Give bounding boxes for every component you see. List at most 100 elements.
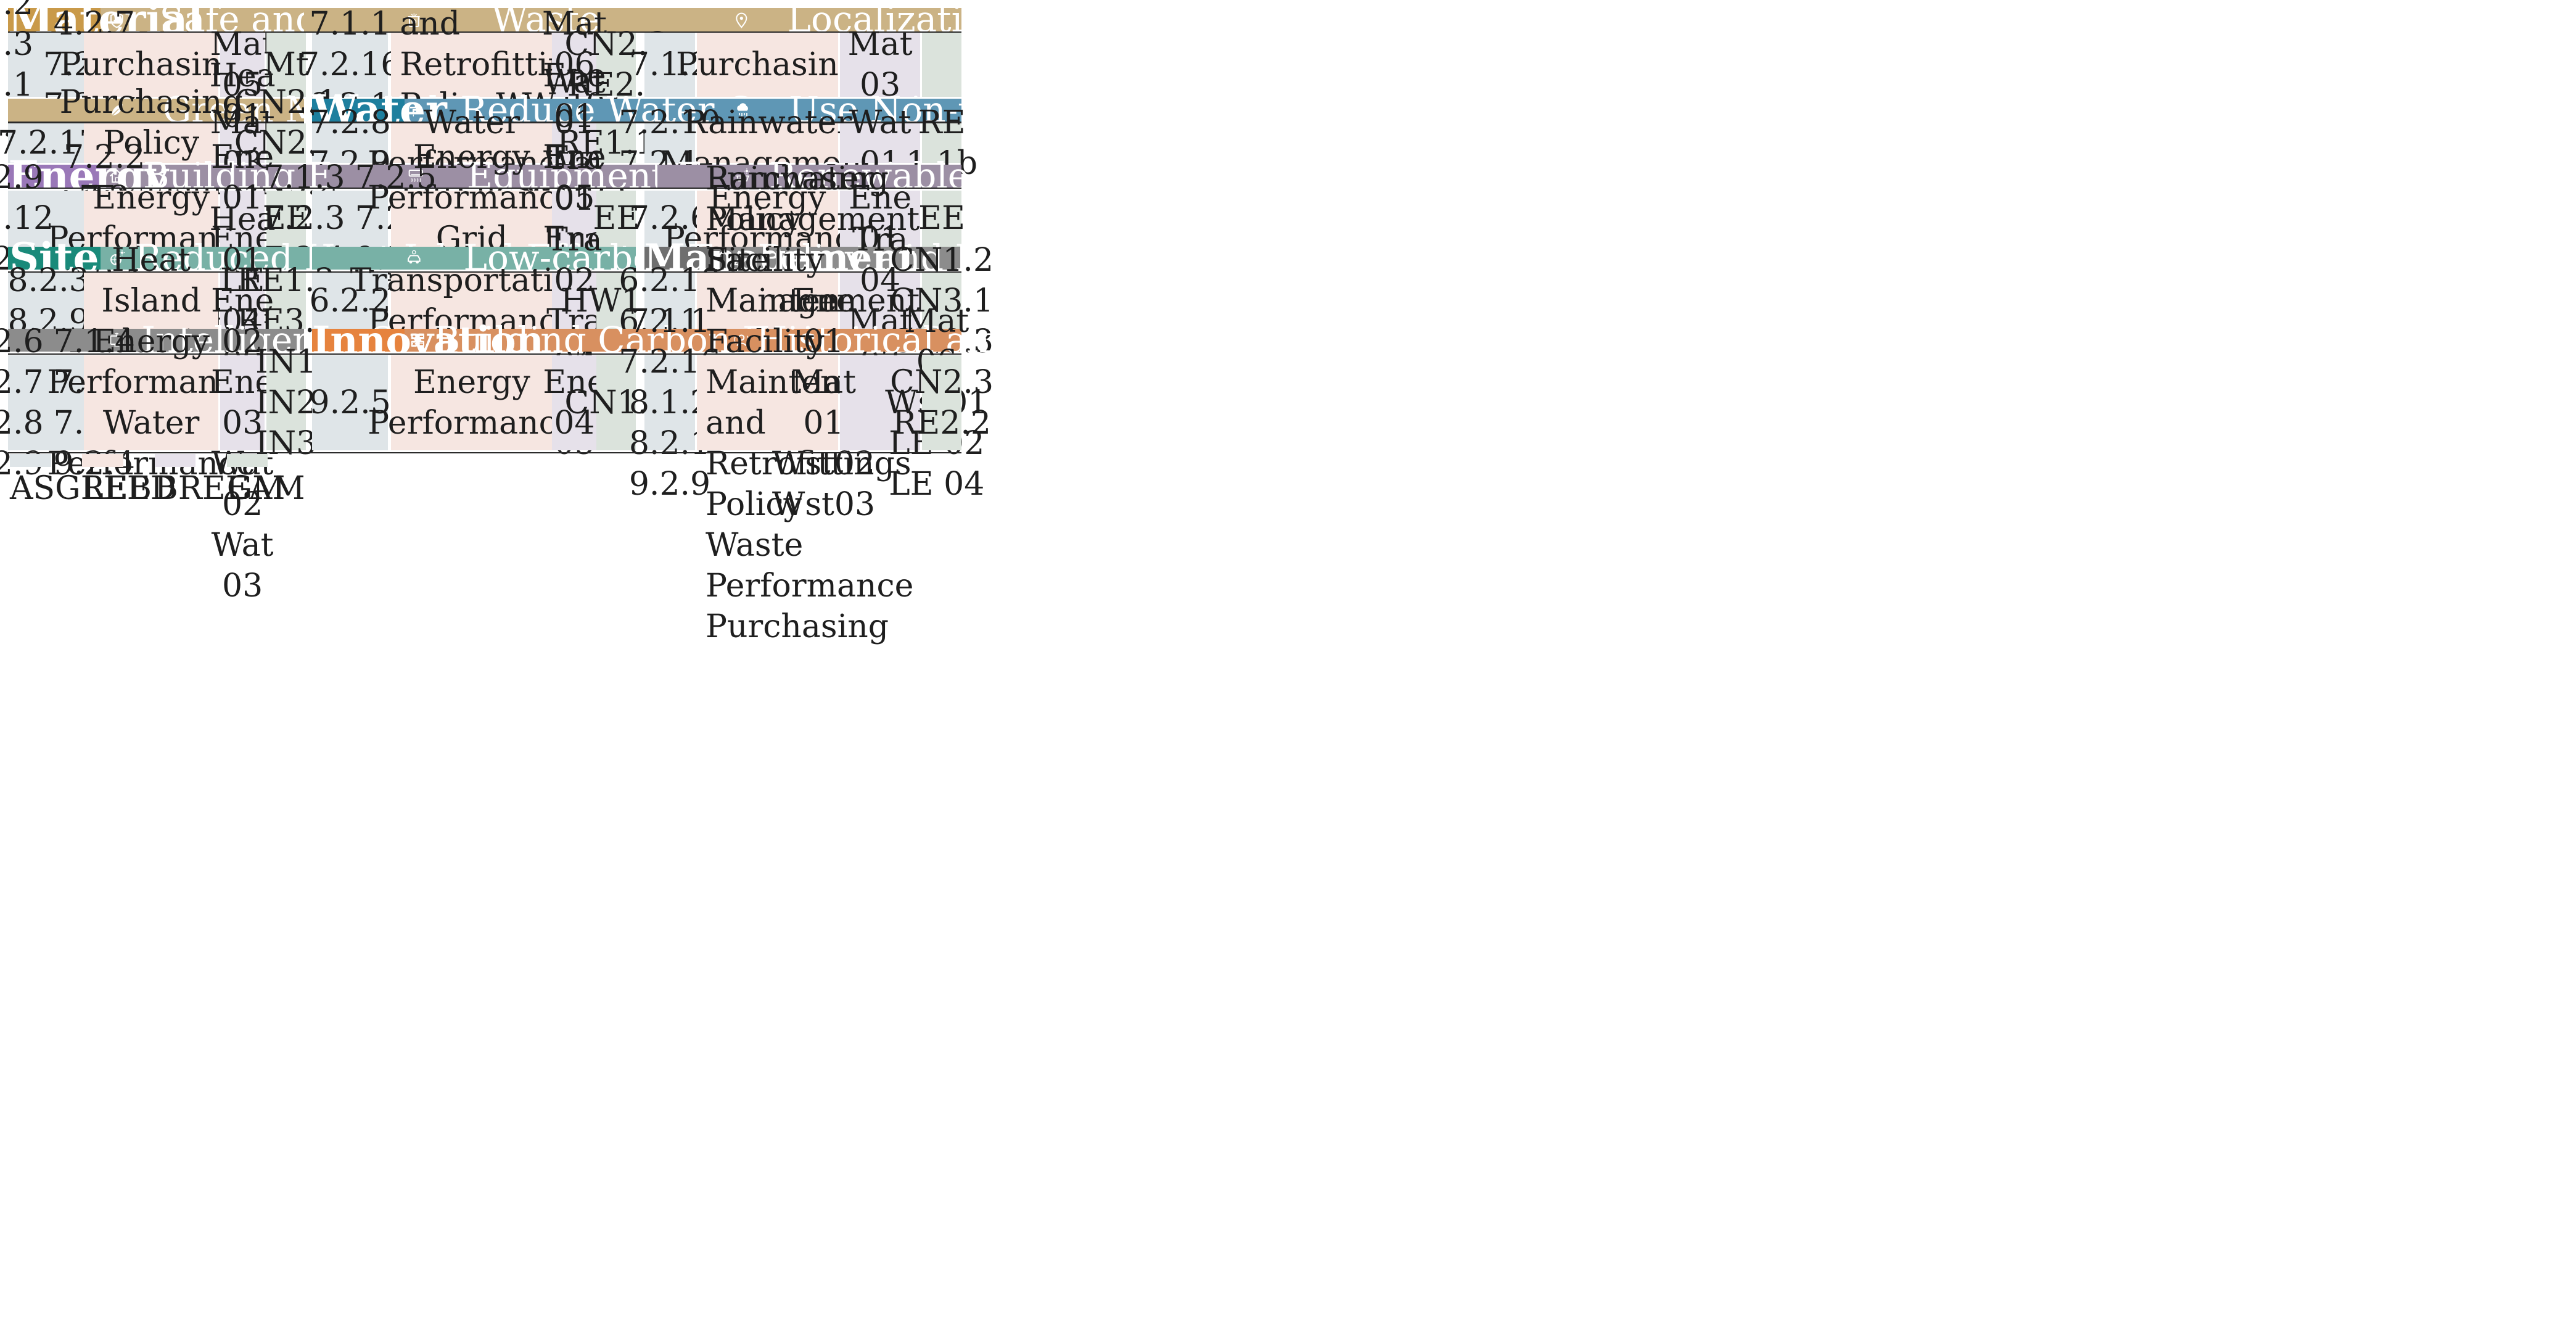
gavel-icon-glyph	[733, 250, 745, 266]
globe-sun-icon-glyph	[110, 250, 125, 266]
local-gm	[922, 33, 962, 97]
intelligence-asgreb-line: 6.2.6	[0, 323, 44, 360]
electric-car-icon	[406, 250, 422, 266]
renewable-band	[657, 164, 962, 188]
equip_energy-asgreb-line: 7.2.5	[355, 159, 437, 197]
heritage-gm-line: CN2.3	[890, 363, 994, 401]
bldg_energy-asgreb-line: 5.2.9	[0, 159, 44, 197]
equip_energy-asgreb-line: 7.2.3	[263, 200, 345, 237]
reduce_water-asgreb-line: 7.2.8	[309, 104, 391, 141]
safe-breeam-lines: Mat 05	[210, 24, 275, 105]
green-band	[8, 98, 304, 122]
calculator-icon-glyph	[411, 333, 424, 347]
heritage-breeam-line: LE 04	[889, 465, 985, 503]
intelligence-leed: Energy Performance Water Performance	[47, 323, 255, 482]
green-asgreb: 7.2.17	[0, 123, 99, 163]
intelligence-breeam-line: Hea 01	[209, 200, 276, 279]
divider-line	[312, 122, 962, 123]
safe-leed: Purchasing	[60, 33, 243, 97]
safe-leed-lines: Purchasing	[60, 44, 243, 85]
green-asgreb-line: 7.2.17	[0, 124, 100, 162]
intelligence-leed-lines: Energy Performance Water Performance	[47, 321, 255, 484]
local-breeam-line: Mat 03	[847, 26, 913, 104]
intelligence-breeam-line: Wat 03	[211, 527, 274, 605]
heritage-person-icon-glyph	[734, 334, 749, 347]
divider-line	[8, 187, 961, 189]
safe-asgreb-line: 4.1.3	[0, 26, 34, 64]
intelligence-leed-line: Water Performance	[47, 404, 255, 482]
heritage-gm-lines: CN2.3 RE2.2	[890, 362, 994, 444]
policy-gm-line: CN1.2	[890, 241, 994, 279]
heritage-leed-line: Rainwater Management	[705, 160, 920, 238]
legend-label-breeam: BREEAM	[154, 470, 305, 508]
recycling-bin-icon-glyph	[408, 13, 420, 27]
house-icon-glyph	[109, 169, 124, 183]
heritage-leed-lines: Rainwater Management Site Management Facil…	[706, 159, 920, 647]
equip_energy-breeam-line: Ene 01	[543, 57, 606, 136]
carbon-breeam-line: Ene 04	[543, 363, 606, 442]
air-conditioner-icon-glyph	[408, 169, 423, 182]
transport-band	[312, 246, 636, 270]
heritage-breeam-col-a: Ene 01 Mat 01 Wst02 Wst03	[772, 281, 875, 525]
heritage-leed-line: Site Management	[705, 241, 920, 320]
renewable-gm-line: EE	[918, 200, 965, 237]
heritage-leed: Rainwater Management Site Management Facil…	[696, 160, 920, 645]
intelligence-band	[8, 329, 304, 352]
bldg_energy-asgreb-line: 7.2.2	[64, 139, 146, 176]
safe-gm: Mt	[263, 33, 309, 97]
safe-asgreb-line: 4.2.1	[0, 67, 34, 104]
transport-asgreb-line: 6.2.2	[309, 282, 391, 320]
heritage-asgreb-line: 9.2.9	[628, 465, 711, 503]
waste-leed-line: Facility Maintenance and	[400, 0, 612, 43]
bldg_energy-breeam-line: Ene 01	[210, 139, 274, 217]
intelligence-gm-lines: IN1 IN2 IN3	[255, 342, 316, 464]
waste-band	[304, 8, 609, 31]
carbon-breeam-lines: Ene 04	[543, 362, 606, 444]
category-innovation: Innovation	[312, 321, 544, 360]
divider-line	[8, 122, 304, 123]
heat_island-asgreb: 8.2.3 8.2.9	[7, 262, 89, 340]
intelligence-gm-line: IN2	[255, 384, 317, 421]
renewable-gm-lines: EE	[918, 198, 965, 239]
carbon-leed-lines: Energy Performance	[368, 362, 575, 444]
heritage-leed-line: Purchasing	[705, 608, 889, 646]
heritage-breeam-line: Wst03	[772, 485, 876, 523]
intelligence-gm: IN1 IN2 IN3	[255, 344, 316, 462]
divider-line	[8, 353, 961, 355]
intelligence-breeam-line: Ene 02	[210, 282, 274, 360]
green-leed-line: Purchasing Policy	[59, 83, 243, 162]
heritage-breeam-line: Ene 01	[792, 282, 855, 360]
safe-breeam-line: Mat 05	[210, 26, 275, 104]
heritage-gm: CN2.3 RE2.2	[890, 355, 994, 451]
equip_energy-gm-lines: EE	[593, 198, 640, 239]
reduce_water-breeam-line: Wat 01	[543, 63, 606, 141]
bldg_energy-gm-line: EE	[262, 200, 310, 237]
transport-breeam-line: Tra 01	[546, 139, 603, 218]
nontrad-water-band	[723, 98, 962, 122]
divider-line	[8, 31, 961, 33]
carbon-asgreb-lines: 9.2.5	[309, 382, 390, 423]
smart-tv-icon	[109, 332, 125, 349]
bldg_energy-asgreb-line: 5.2.12	[0, 200, 54, 237]
local-breeam: Mat 03	[839, 26, 921, 104]
policy-leed-line: Purchasing Policy	[705, 160, 889, 238]
waste-breeam-line: Mat 06	[541, 6, 607, 84]
heritage-asgreb: 7.1.1 7.2.16 8.1.2 8.2.1 9.2.9	[619, 303, 720, 503]
equip_energy-asgreb-line: 7.1.3	[263, 159, 345, 197]
location-pin-icon	[733, 12, 750, 28]
leaf-icon-glyph	[111, 104, 123, 117]
transport-asgreb: 6.2.2	[309, 273, 391, 329]
recycling-bin-icon	[406, 12, 422, 28]
heritage-breeam-line: Wst02	[772, 445, 876, 482]
legend-label-leed: LEED	[82, 470, 176, 508]
rain-cloud-icon-glyph	[737, 103, 749, 117]
intelligence-asgreb-line: 7.1.4	[53, 323, 135, 360]
heritage-band	[731, 329, 962, 352]
legend-swatch-gm	[226, 453, 268, 467]
transport-breeam-line: Tra 02	[546, 221, 603, 299]
gavel-icon	[731, 250, 748, 266]
divider-line	[8, 452, 961, 454]
solar-panel-icon	[735, 168, 751, 184]
